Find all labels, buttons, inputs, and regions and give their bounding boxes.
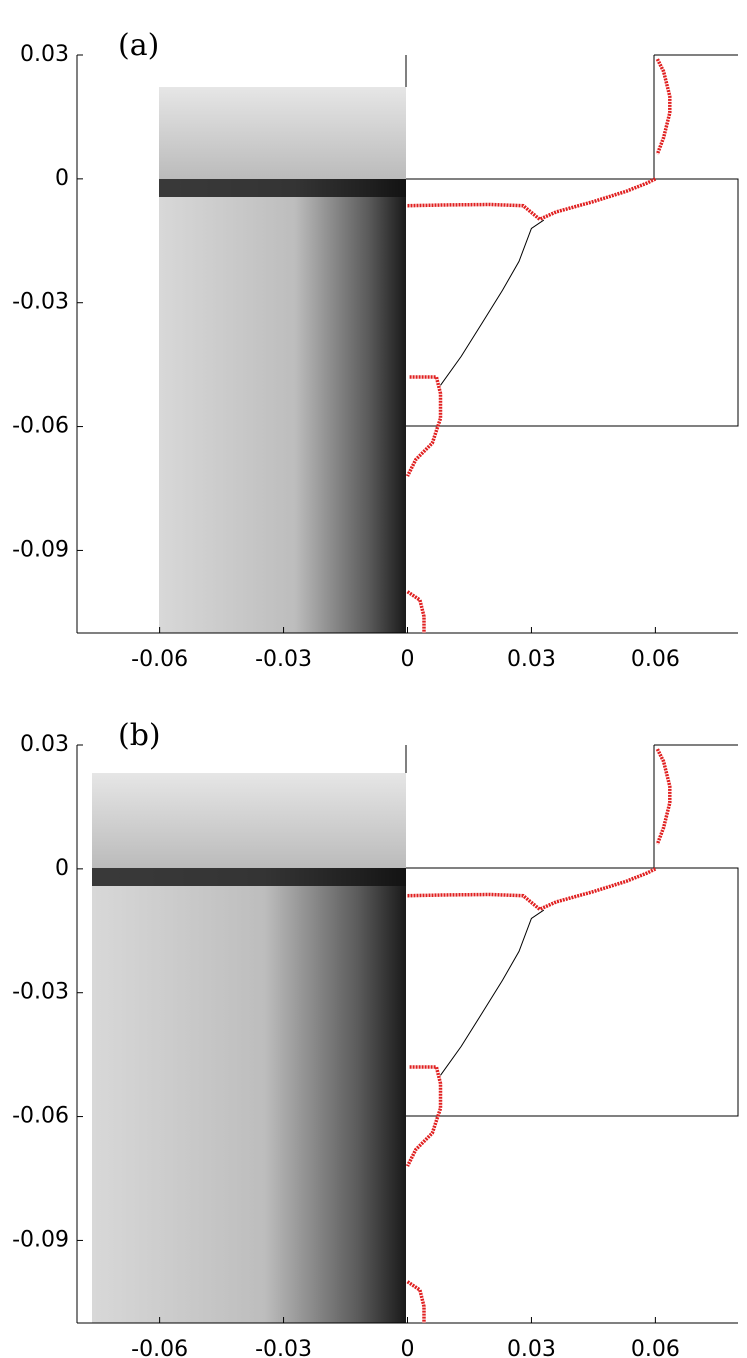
photo-shadow: [159, 179, 406, 197]
y-tick-label: -0.06: [12, 414, 69, 439]
y-tick-label: 0.03: [20, 732, 69, 757]
y-tick-label: 0: [55, 856, 69, 881]
x-tick-label: -0.03: [255, 647, 312, 672]
photo: [92, 868, 406, 1323]
curve: [440, 909, 545, 1076]
x-tick-label: -0.06: [131, 1337, 188, 1358]
x-tick-label: 0: [401, 1337, 415, 1358]
curve: [655, 748, 672, 845]
x-tick-label: -0.03: [255, 1337, 312, 1358]
x-tick-label: 0: [401, 647, 415, 672]
y-tick-label: -0.09: [12, 537, 69, 562]
y-tick-label: -0.03: [12, 290, 69, 315]
curve: [406, 1280, 426, 1323]
curve: [440, 219, 545, 386]
curve: [405, 1065, 443, 1167]
curve: [407, 867, 657, 912]
x-tick-label: 0.03: [507, 647, 556, 672]
x-tick-label: 0.06: [631, 1337, 680, 1358]
geometry: [405, 54, 739, 427]
curve: [655, 58, 672, 155]
photo: [159, 179, 406, 633]
y-tick-label: -0.03: [12, 980, 69, 1005]
y-tick-label: 0.03: [20, 42, 69, 67]
curve: [406, 590, 426, 633]
y-tick-label: 0: [55, 166, 69, 191]
panel-label: (b): [118, 718, 161, 753]
x-tick-label: 0.06: [631, 647, 680, 672]
photo-upper: [92, 773, 406, 868]
y-tick-label: -0.09: [12, 1227, 69, 1252]
panel-label: (a): [118, 28, 159, 63]
photo-shadow: [92, 868, 406, 886]
y-tick-label: -0.06: [12, 1104, 69, 1129]
x-tick-label: 0.03: [507, 1337, 556, 1358]
x-tick-label: -0.06: [131, 647, 188, 672]
curve: [407, 177, 657, 222]
geometry: [405, 744, 739, 1117]
curve: [405, 375, 443, 477]
photo-upper: [159, 87, 406, 179]
